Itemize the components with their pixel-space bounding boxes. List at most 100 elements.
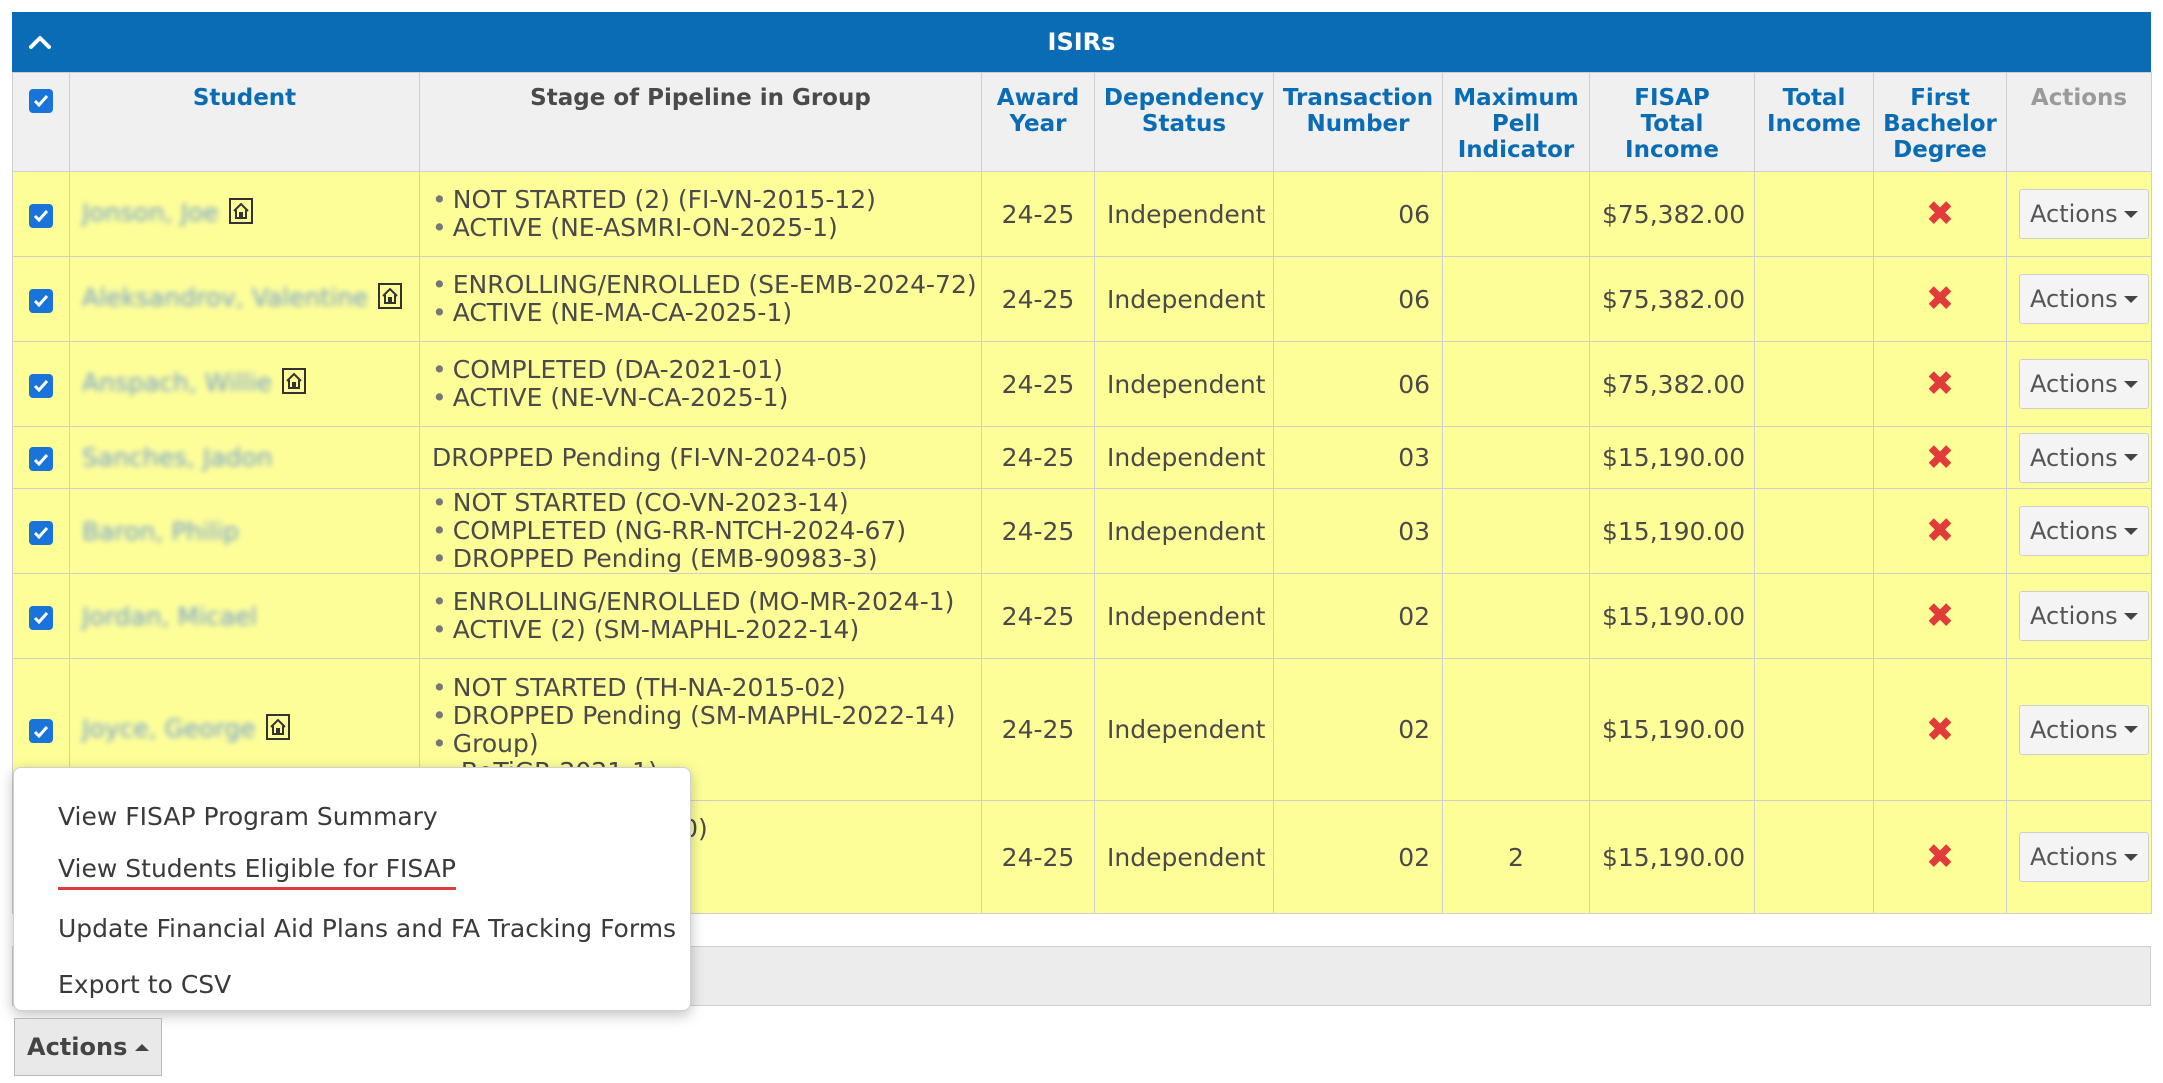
transaction-cell: 06 xyxy=(1273,256,1443,342)
student-cell: Anspach, Willie xyxy=(69,341,420,427)
row-checkbox[interactable] xyxy=(29,719,53,743)
award-year-cell: 24-25 xyxy=(981,256,1095,342)
col-total-income[interactable]: Total Income xyxy=(1754,72,1874,172)
col-dependency-status[interactable]: Dependency Status xyxy=(1094,72,1274,172)
row-actions-cell: Actions xyxy=(2006,426,2152,489)
caret-down-icon xyxy=(2123,454,2138,461)
caret-down-icon xyxy=(2123,612,2138,620)
first-bachelor-cell: ✖ xyxy=(1873,341,2007,427)
stage-line: • NOT STARTED (CO-VN-2023-14) xyxy=(432,488,849,517)
col-transaction-number[interactable]: Transaction Number xyxy=(1273,72,1443,172)
col-max-pell[interactable]: Maximum Pell Indicator xyxy=(1442,72,1590,172)
chevron-up-icon[interactable] xyxy=(24,26,56,58)
student-name-link[interactable]: Sanches, Jadon xyxy=(82,443,273,472)
transaction-cell: 02 xyxy=(1273,658,1443,801)
student-name-link[interactable]: Baron, Philip xyxy=(82,516,239,546)
row-actions-button[interactable]: Actions xyxy=(2019,832,2149,882)
col-fisap-total-income[interactable]: FISAP Total Income xyxy=(1589,72,1755,172)
stage-line: • ENROLLING/ENROLLED (SE-EMB-2024-72) xyxy=(432,270,977,299)
first-bachelor-cell: ✖ xyxy=(1873,256,2007,342)
dependency-cell: Independent xyxy=(1094,256,1274,342)
fisap-income-cell: $15,190.00 xyxy=(1589,488,1755,574)
award-year-cell: 24-25 xyxy=(981,341,1095,427)
x-mark-icon: ✖ xyxy=(1925,279,1955,319)
house-icon xyxy=(265,713,290,746)
row-actions-cell: Actions xyxy=(2006,658,2152,801)
stage-cell: • COMPLETED (DA-2021-01) • ACTIVE (NE-VN-CA… xyxy=(419,341,982,427)
student-name-link[interactable]: Anspach, Willie xyxy=(82,368,272,397)
max-pell-cell xyxy=(1442,256,1590,342)
max-pell-cell xyxy=(1442,658,1590,801)
student-name-link[interactable]: Jonson, Joe xyxy=(82,198,219,227)
student-cell: Aleksandrov, Valentine xyxy=(69,256,420,342)
row-actions-button[interactable]: Actions xyxy=(2019,591,2149,641)
student-name-link[interactable]: Joyce, George xyxy=(82,713,256,743)
x-mark-icon: ✖ xyxy=(1925,511,1955,551)
student-name-link[interactable]: Jordan, Micael xyxy=(82,601,258,631)
total-income-cell xyxy=(1754,171,1874,257)
select-all-checkbox-cell xyxy=(12,72,70,172)
row-actions-cell: Actions xyxy=(2006,573,2152,659)
award-year-cell: 24-25 xyxy=(981,800,1095,914)
row-checkbox[interactable] xyxy=(29,203,53,228)
col-award-year[interactable]: Award Year xyxy=(981,72,1095,172)
row-actions-button[interactable]: Actions xyxy=(2019,359,2149,409)
student-cell: Jonson, Joe xyxy=(69,171,420,257)
student-cell: Jordan, Micael xyxy=(69,573,420,659)
stage-cell: • ENROLLING/ENROLLED (SE-EMB-2024-72) • ACT… xyxy=(419,256,982,342)
row-actions-button[interactable]: Actions xyxy=(2019,704,2149,755)
stage-line: DROPPED Pending (FI-VN-2024-05) xyxy=(432,442,868,472)
row-checkbox[interactable] xyxy=(29,447,53,471)
menu-item-view-fisap-summary[interactable]: View FISAP Program Summary xyxy=(58,801,438,831)
first-bachelor-cell: ✖ xyxy=(1873,426,2007,489)
student-cell: Baron, Philip xyxy=(69,488,420,574)
panel-title: ISIRs xyxy=(1047,28,1116,56)
stage-line: • ENROLLING/ENROLLED (MO-MR-2024-1) xyxy=(432,587,955,616)
transaction-cell: 06 xyxy=(1273,171,1443,257)
menu-item-update-fa-plans[interactable]: Update Financial Aid Plans and FA Tracki… xyxy=(58,913,677,943)
row-actions-button[interactable]: Actions xyxy=(2019,506,2149,556)
menu-item-view-eligible-students[interactable]: View Students Eligible for FISAP xyxy=(14,844,690,900)
row-checkbox[interactable] xyxy=(29,288,53,313)
stage-line: • ACTIVE (2) (SM-MAPHL-2022-14) xyxy=(432,615,860,644)
row-checkbox[interactable] xyxy=(29,605,53,630)
panel-header: ISIRs xyxy=(12,12,2151,72)
award-year-cell: 24-25 xyxy=(981,426,1095,489)
total-income-cell xyxy=(1754,658,1874,801)
fisap-income-cell: $75,382.00 xyxy=(1589,341,1755,427)
bulk-actions-button[interactable]: Actions xyxy=(14,1018,163,1076)
col-stage: Stage of Pipeline in Group xyxy=(419,72,982,172)
fisap-income-cell: $15,190.00 xyxy=(1589,658,1755,801)
total-income-cell xyxy=(1754,256,1874,342)
stage-line: • ACTIVE (NE-VN-CA-2025-1) xyxy=(432,383,789,412)
stage-line: • NOT STARTED (2) (FI-VN-2015-12) xyxy=(432,185,876,214)
student-name-link[interactable]: Aleksandrov, Valentine xyxy=(82,283,369,312)
first-bachelor-cell: ✖ xyxy=(1873,658,2007,801)
transaction-cell: 02 xyxy=(1273,800,1443,914)
caret-up-icon xyxy=(135,1043,150,1051)
caret-down-icon xyxy=(2123,295,2138,303)
row-checkbox[interactable] xyxy=(29,520,53,545)
row-actions-button[interactable]: Actions xyxy=(2019,189,2149,239)
caret-down-icon xyxy=(2123,726,2138,733)
row-actions-cell: Actions xyxy=(2006,341,2152,427)
row-actions-cell: Actions xyxy=(2006,256,2152,342)
row-actions-button[interactable]: Actions xyxy=(2019,432,2149,483)
col-student[interactable]: Student xyxy=(69,72,420,172)
select-all-checkbox[interactable] xyxy=(29,88,53,113)
total-income-cell xyxy=(1754,488,1874,574)
stage-cell: • ENROLLING/ENROLLED (MO-MR-2024-1) • ACTIV… xyxy=(419,573,982,659)
menu-item-export-csv[interactable]: Export to CSV xyxy=(58,969,232,999)
row-actions-button[interactable]: Actions xyxy=(2019,274,2149,324)
row-checkbox[interactable] xyxy=(29,373,53,398)
fisap-income-cell: $15,190.00 xyxy=(1589,573,1755,659)
house-icon xyxy=(378,283,403,315)
fisap-income-cell: $75,382.00 xyxy=(1589,171,1755,257)
col-first-bachelor[interactable]: First Bachelor Degree xyxy=(1873,72,2007,172)
actions-menu: View FISAP Program Summary View Students… xyxy=(13,767,691,1011)
table-row: Anspach, Willie • COMPLETED (DA-2021-01) • A… xyxy=(12,341,2152,427)
first-bachelor-cell: ✖ xyxy=(1873,171,2007,257)
total-income-cell xyxy=(1754,573,1874,659)
house-icon xyxy=(281,368,306,400)
stage-line: • Group) xyxy=(432,728,539,758)
